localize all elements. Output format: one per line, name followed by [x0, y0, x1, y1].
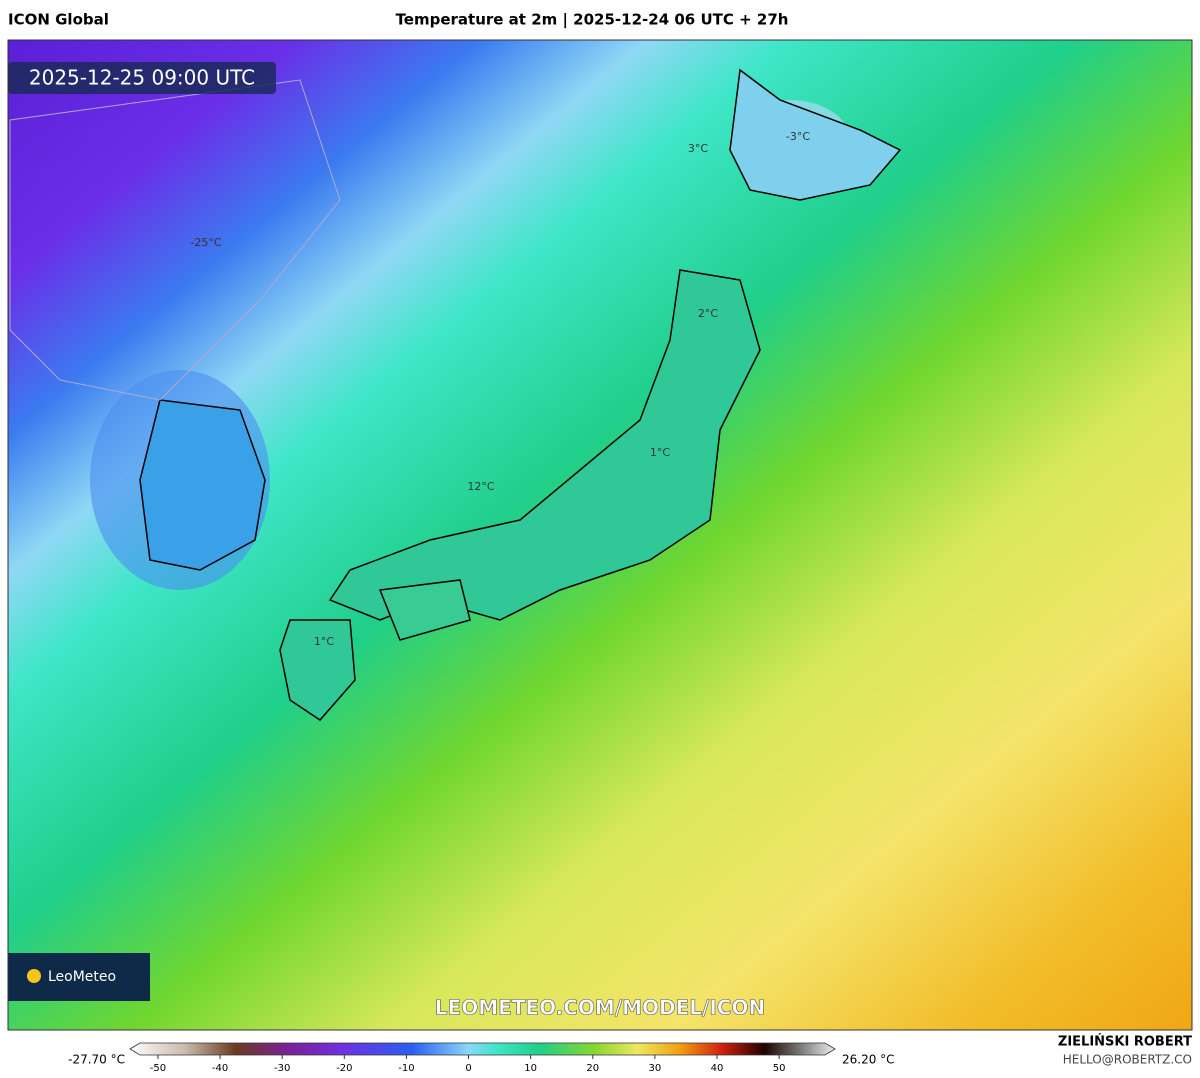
- map-label: 1°C: [650, 446, 670, 459]
- hokkaido: [729, 68, 902, 201]
- colorbar-tick-label: 40: [711, 1063, 724, 1074]
- map-label: 2°C: [698, 307, 718, 320]
- colorbar-tick-label: -40: [212, 1063, 228, 1074]
- map-label: 3°C: [688, 142, 708, 155]
- colorbar: [129, 1042, 836, 1056]
- colorbar-tick-label: 10: [524, 1063, 537, 1074]
- colorbar-tick-label: 50: [773, 1063, 786, 1074]
- author: ZIELIŃSKI ROBERT: [1058, 1034, 1192, 1050]
- colorbar-tick-label: 30: [649, 1063, 662, 1074]
- timestamp: 2025-12-25 09:00 UTC: [29, 66, 255, 90]
- model-name: ICON Global: [8, 11, 109, 29]
- colorbar-tick-label: 20: [586, 1063, 599, 1074]
- map-label: -3°C: [786, 130, 810, 143]
- colorbar-tick-label: -20: [336, 1063, 352, 1074]
- chart-title: Temperature at 2m | 2025-12-24 06 UTC + …: [396, 11, 789, 30]
- map-label: -25°C: [190, 236, 221, 249]
- watermark: LEOMETEO.COM/MODEL/ICON: [435, 996, 765, 1020]
- timestamp-box: [8, 62, 276, 94]
- map-frame: [7, 39, 1193, 1031]
- email: HELLO@ROBERTZ.CO: [1063, 1053, 1192, 1067]
- colorbar-max: 26.20 °C: [842, 1053, 895, 1067]
- map: -25°C 3°C -3°C 2°C 1°C 12°C 1°C 2025-12-…: [8, 40, 1192, 1030]
- colorbar-tick-label: -30: [274, 1063, 290, 1074]
- colorbar-tick-label: -50: [150, 1063, 166, 1074]
- border: [9, 79, 341, 401]
- map-label: 12°C: [467, 480, 494, 493]
- shikoku: [378, 579, 471, 641]
- kyushu: [279, 619, 356, 721]
- korea: [139, 399, 266, 571]
- colorbar-min: -27.70 °C: [68, 1053, 125, 1067]
- logo-sun: [27, 969, 41, 983]
- map-label: 1°C: [314, 635, 334, 648]
- logo: LeoMeteo: [48, 969, 116, 985]
- colorbar-tick-label: 0: [465, 1063, 471, 1074]
- colorbar-bar: [129, 1042, 836, 1056]
- colorbar-tick-label: -10: [398, 1063, 414, 1074]
